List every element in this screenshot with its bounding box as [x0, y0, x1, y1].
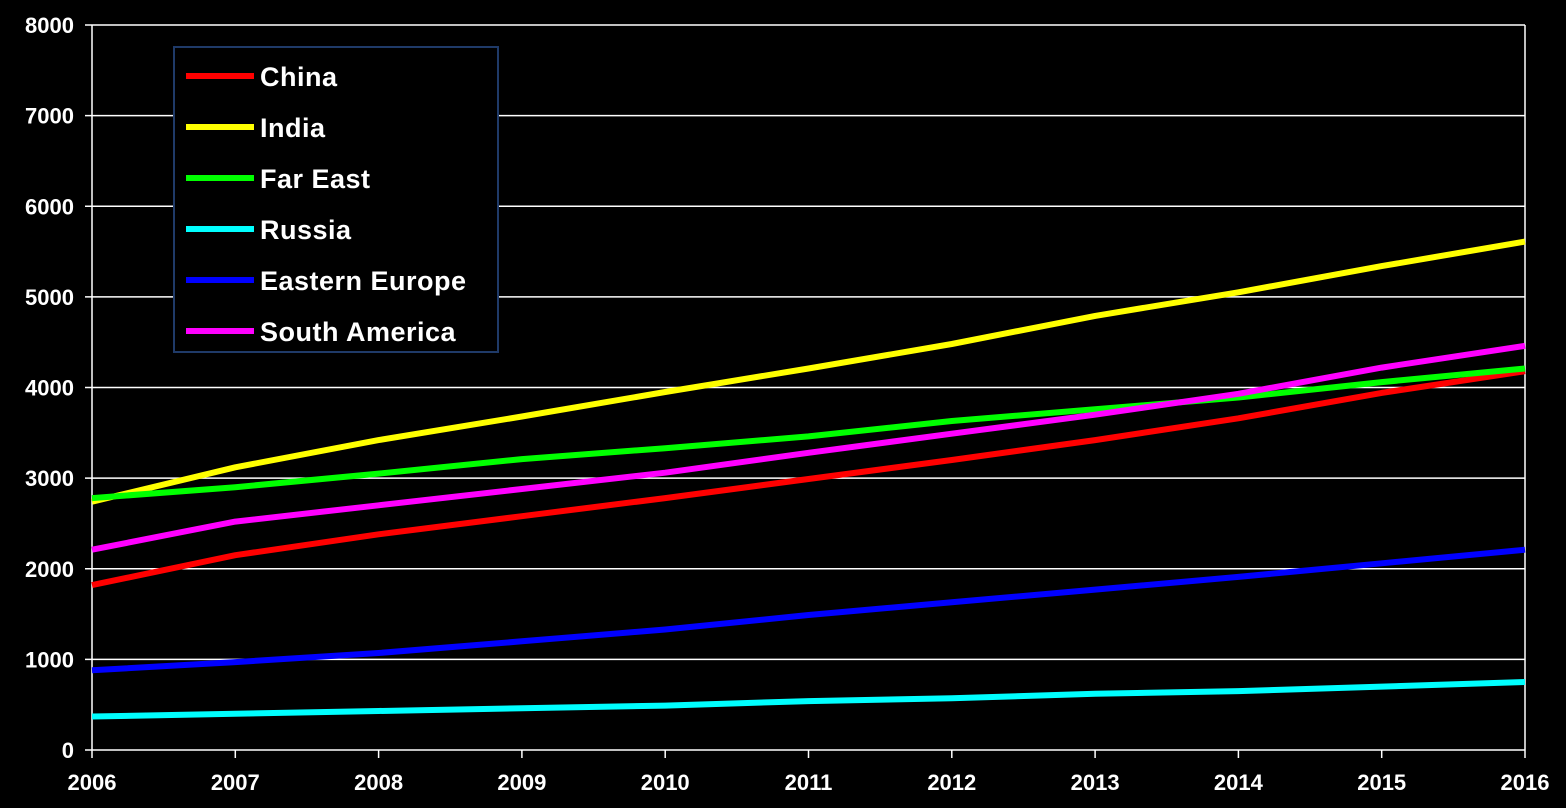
x-tick-label: 2008 [354, 770, 403, 795]
x-tick-label: 2006 [68, 770, 117, 795]
x-tick-label: 2012 [927, 770, 976, 795]
x-tick-label: 2015 [1357, 770, 1406, 795]
x-tick-label: 2016 [1501, 770, 1550, 795]
series-line-far-east [91, 365, 1526, 502]
y-tick-label: 5000 [25, 285, 74, 310]
x-tick-label: 2014 [1214, 770, 1264, 795]
y-tick-label: 3000 [25, 466, 74, 491]
series-line-india [91, 238, 1526, 505]
legend-label-south-america: South America [260, 317, 457, 347]
x-tick-label: 2011 [785, 770, 833, 795]
legend-label-china: China [260, 62, 338, 92]
y-tick-label: 7000 [25, 104, 74, 129]
x-tick-label: 2009 [497, 770, 546, 795]
y-tick-label: 1000 [25, 647, 74, 672]
y-tick-label: 8000 [25, 13, 74, 38]
series-layer [91, 238, 1526, 720]
y-tick-label: 6000 [25, 194, 74, 219]
legend-label-eastern-europe: Eastern Europe [260, 266, 467, 296]
x-tick-label: 2013 [1071, 770, 1120, 795]
legend-label-far-east: Far East [260, 164, 371, 194]
legend-label-india: India [260, 113, 326, 143]
series-line-russia [91, 679, 1526, 720]
legend-box [173, 46, 499, 353]
series-line-china [91, 368, 1526, 589]
legend: China India Far East Russia Eastern Europe So… [173, 46, 499, 353]
y-tick-label: 0 [62, 738, 74, 763]
x-tick-label: 2010 [641, 770, 690, 795]
series-line-south-america [91, 342, 1526, 553]
legend-label-russia: Russia [260, 215, 352, 245]
axis-layer: 0 1000 2000 3000 4000 5000 6000 7000 8000 2006 200… [25, 13, 1549, 795]
x-tick-label: 2007 [211, 770, 260, 795]
series-line-eastern-europe [91, 546, 1526, 674]
y-tick-label: 4000 [25, 376, 74, 401]
y-tick-label: 2000 [25, 557, 74, 582]
